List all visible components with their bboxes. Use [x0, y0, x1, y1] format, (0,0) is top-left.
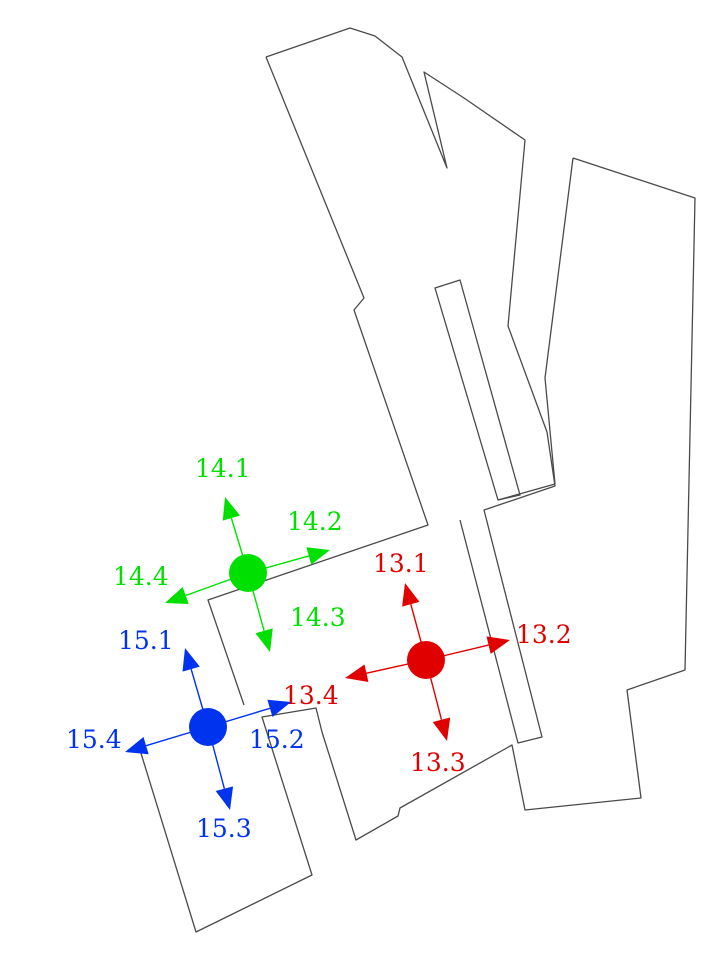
marker-group-15: 15.1 15.2 15.3 15.4: [66, 626, 305, 843]
arrow-label-15.3: 15.3: [196, 814, 252, 843]
arrowhead-13.2: [486, 636, 510, 654]
arrow-label-14.2: 14.2: [287, 507, 343, 536]
inner-corridor-outline: [434, 279, 521, 501]
arrow-label-14.1: 14.1: [195, 454, 251, 483]
building-outlines: [139, 27, 696, 933]
right-wing-inner-edge: [544, 157, 574, 485]
arrow-label-13.2: 13.2: [516, 620, 572, 649]
upper-left-wing-outline: [265, 27, 556, 744]
arrowhead-15.4: [125, 737, 149, 755]
marker-dot-15: [189, 708, 227, 746]
arrow-label-14.4: 14.4: [113, 562, 169, 591]
arrowhead-14.4: [165, 587, 189, 604]
arrow-label-15.1: 15.1: [118, 626, 174, 655]
arrowhead-14.3: [255, 628, 273, 652]
arrowhead-15.2: [267, 699, 291, 717]
arrowhead-13.1: [402, 583, 420, 607]
arrowhead-14.1: [222, 497, 240, 521]
inner-corridor-joint: [497, 483, 556, 501]
arrowhead-14.2: [306, 547, 330, 565]
arrow-label-13.1: 13.1: [373, 549, 429, 578]
arrow-label-15.4: 15.4: [66, 725, 122, 754]
arrowhead-15.1: [182, 648, 200, 672]
arrow-label-15.2: 15.2: [249, 725, 305, 754]
arrows-layer: 13.1 13.2 13.3 13.4 14.1 14.2 14.3 14.4 15.1 15.2…: [66, 454, 572, 843]
arrowhead-13.3: [432, 717, 451, 741]
marker-group-14: 14.1 14.2 14.3 14.4: [113, 454, 346, 652]
marker-group-13: 13.1 13.2 13.3 13.4: [283, 549, 572, 777]
arrow-label-13.4: 13.4: [283, 681, 339, 710]
marker-dot-14: [229, 554, 267, 592]
upper-left-wing-lower-edge: [207, 56, 429, 706]
marker-dot-13: [407, 641, 445, 679]
arrow-label-13.3: 13.3: [410, 748, 466, 777]
right-wing-outline: [139, 157, 696, 933]
arrow-label-14.3: 14.3: [290, 603, 346, 632]
arrowhead-13.4: [345, 664, 369, 683]
arrowhead-15.3: [215, 786, 234, 810]
